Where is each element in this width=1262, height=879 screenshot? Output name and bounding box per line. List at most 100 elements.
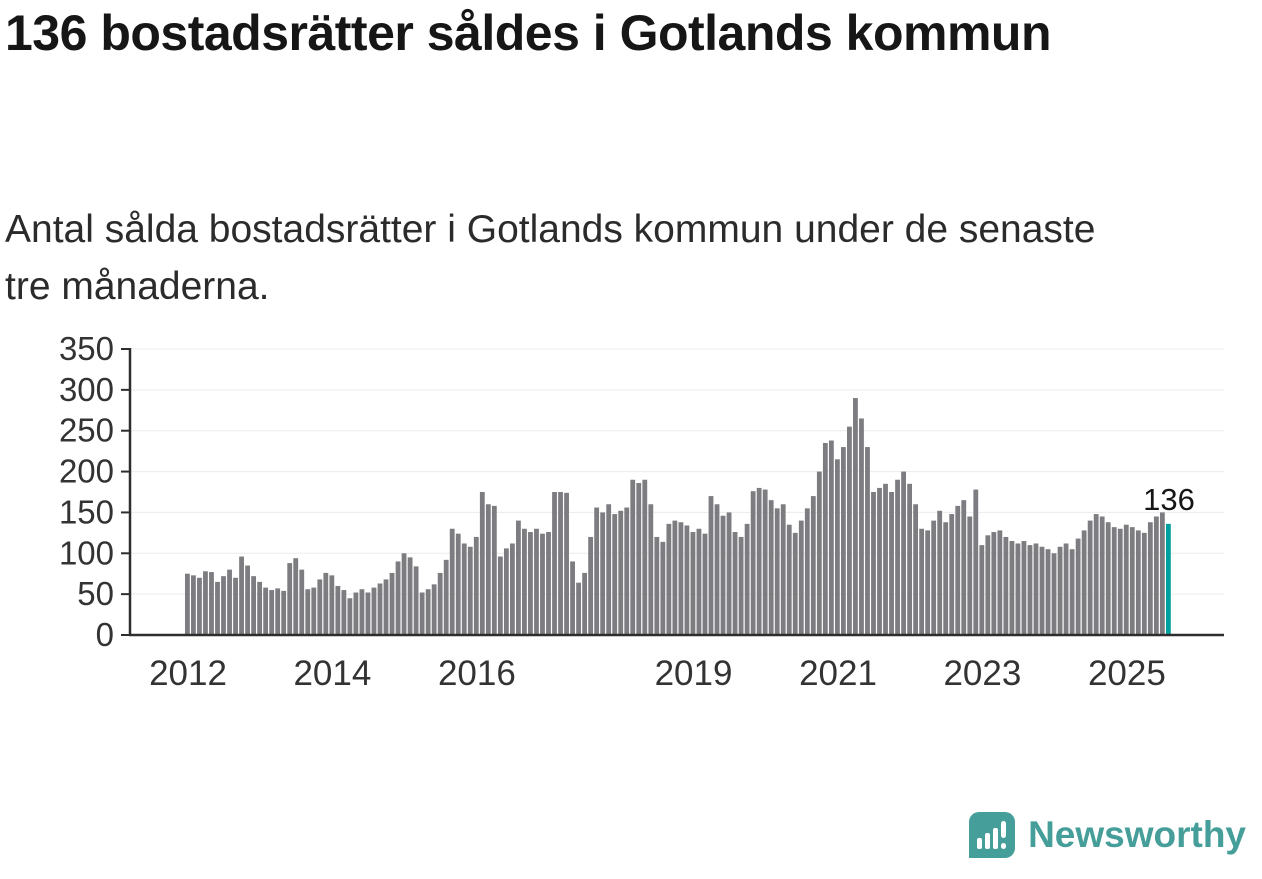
bar: [1033, 543, 1039, 635]
bar: [1051, 553, 1057, 635]
bar: [1087, 520, 1093, 635]
bar: [564, 492, 569, 635]
bar: [859, 418, 864, 635]
bar: [516, 520, 521, 635]
bar: [275, 588, 281, 635]
bar: [491, 505, 497, 635]
bar: [576, 582, 581, 635]
y-axis-tick-label: 50: [77, 575, 114, 612]
bar: [949, 514, 955, 635]
last-value-annotation: 136: [1143, 482, 1195, 517]
bar: [317, 579, 323, 635]
bar: [919, 528, 925, 635]
bar: [185, 573, 190, 635]
bar: [630, 479, 636, 635]
bar: [810, 496, 816, 635]
x-axis-tick-label: 2025: [1088, 654, 1166, 693]
y-axis-tick-label: 250: [59, 412, 114, 449]
bar: [443, 559, 449, 635]
bar: [1153, 516, 1159, 635]
bar: [1141, 532, 1147, 635]
x-axis-tick-label: 2012: [149, 654, 227, 693]
bar: [1069, 549, 1075, 635]
bar: [1021, 541, 1027, 635]
bar: [726, 512, 732, 635]
bar: [497, 556, 503, 635]
y-axis-tick-label: 0: [96, 616, 114, 653]
bar: [847, 426, 852, 635]
bar: [1117, 528, 1123, 635]
bar: [1015, 543, 1021, 635]
bar: [233, 577, 238, 635]
bar: [732, 532, 738, 635]
bar: [413, 566, 419, 635]
bar: [503, 548, 509, 635]
bar: [293, 558, 299, 635]
bar: [558, 492, 563, 635]
bar: [467, 546, 473, 635]
bar: [353, 592, 359, 635]
bar: [570, 561, 575, 635]
bar: [347, 598, 353, 635]
bar: [804, 508, 810, 635]
bar: [528, 532, 533, 635]
bar: [263, 587, 269, 635]
bar: [648, 504, 654, 635]
bar: [479, 492, 485, 635]
bar: [407, 557, 413, 635]
bar: [660, 541, 666, 635]
bar: [485, 504, 491, 635]
bar: [1009, 541, 1015, 635]
bar: [840, 447, 846, 635]
bar: [335, 585, 341, 635]
bar: [720, 515, 726, 635]
bar: [245, 565, 250, 635]
bar: [786, 524, 792, 635]
bar: [744, 523, 750, 635]
bar: [997, 530, 1003, 635]
bar: [594, 507, 600, 635]
y-axis-tick-label: 350: [59, 330, 114, 367]
bar: [1129, 527, 1135, 635]
brand-footer: Newsworthy: [969, 812, 1246, 858]
bar: [895, 479, 900, 635]
bar: [853, 398, 858, 635]
bar: [522, 528, 527, 635]
bar: [762, 489, 768, 635]
bar: [509, 543, 515, 635]
bar: [371, 587, 377, 635]
bar: [913, 504, 919, 635]
bar: [1159, 512, 1165, 635]
bar: [877, 487, 882, 635]
bar: [1105, 522, 1111, 635]
bar: [889, 492, 894, 635]
y-axis-tick-label: 300: [59, 371, 114, 408]
bar: [618, 510, 624, 635]
bar: [1135, 530, 1141, 635]
bar: [1063, 543, 1069, 635]
bar: [1147, 522, 1153, 635]
bar: [251, 576, 257, 635]
bar: [437, 572, 443, 635]
bar: [534, 528, 539, 635]
bar: [1027, 545, 1033, 635]
bar: [955, 505, 961, 635]
bar: [546, 532, 551, 635]
bar: [299, 569, 305, 635]
bar: [449, 528, 455, 635]
bar: [738, 536, 744, 635]
brand-name: Newsworthy: [1028, 814, 1246, 855]
bar: [865, 447, 870, 635]
bar: [672, 520, 678, 635]
bar: [1075, 538, 1081, 635]
bar: [383, 579, 389, 635]
bar: [768, 500, 774, 635]
bar: [714, 504, 720, 635]
bar: [281, 590, 287, 635]
bar: [1099, 516, 1105, 635]
bar: [329, 575, 335, 635]
bar: [690, 532, 696, 635]
bar: [1045, 549, 1051, 635]
bar: [1003, 536, 1009, 635]
bar: [359, 589, 365, 635]
